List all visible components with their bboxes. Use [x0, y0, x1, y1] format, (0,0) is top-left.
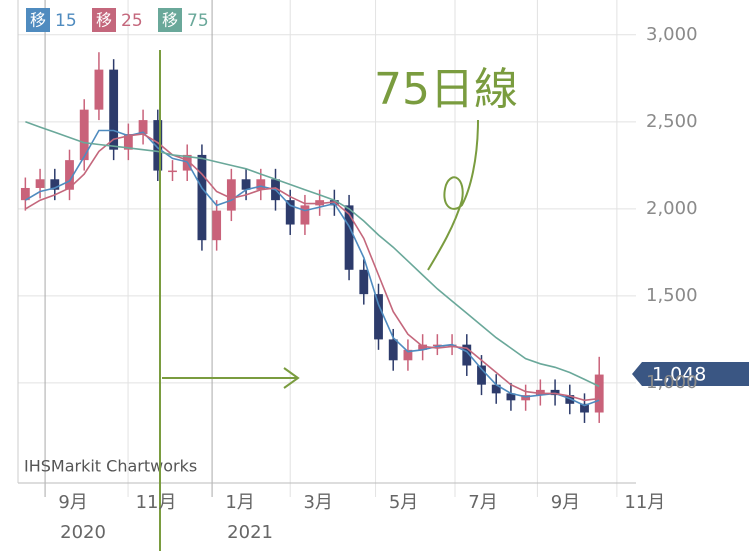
ma-line — [24, 133, 600, 402]
candle-body — [359, 269, 369, 295]
candle-body — [300, 205, 310, 225]
candle-body — [462, 344, 472, 366]
y-tick-label: 2,500 — [646, 111, 698, 132]
legend-label: 75 — [187, 11, 209, 31]
x-tick-label: 1月 — [225, 492, 254, 513]
candle-body — [403, 349, 413, 361]
candle-body — [432, 344, 442, 347]
legend-prefix: 移 — [96, 11, 112, 30]
candle-body — [123, 134, 133, 150]
candle-body — [168, 170, 177, 173]
legend-prefix: 移 — [162, 11, 178, 30]
x-tick-label: 11月 — [136, 492, 177, 513]
candle-body — [50, 179, 60, 190]
y-tick-label: 1,500 — [646, 285, 698, 306]
hand-arrowhead — [283, 367, 300, 389]
plot-area — [18, 0, 636, 483]
candle-body — [521, 395, 531, 401]
candle-body — [79, 109, 89, 161]
candle-body — [212, 210, 222, 241]
candle-body — [197, 154, 207, 241]
candle-body — [477, 365, 486, 385]
candle-body — [256, 179, 266, 190]
candle-body — [418, 344, 428, 350]
x-tick-label: 9月 — [551, 492, 580, 513]
candle-body — [65, 160, 74, 190]
ma-line — [25, 121, 600, 388]
candle-body — [491, 384, 501, 394]
legend-box — [158, 8, 182, 32]
x-tick-label: 11月 — [624, 492, 665, 513]
x-year-label: 2021 — [227, 522, 273, 543]
price-tag-label: 1,048 — [652, 364, 706, 386]
x-tick-label: 7月 — [468, 492, 497, 513]
candle-body — [241, 179, 251, 190]
legend-box — [26, 8, 50, 32]
x-tick-label: 3月 — [303, 492, 332, 513]
y-tick-label: 2,000 — [646, 198, 698, 219]
x-year-label: 2020 — [60, 522, 106, 543]
candle-body — [109, 69, 119, 150]
candle-body — [506, 393, 516, 401]
candle-body — [344, 205, 354, 270]
ma-line — [24, 129, 600, 407]
candle-body — [35, 179, 45, 188]
candle-body — [594, 374, 604, 413]
candle-body — [315, 200, 325, 206]
candle-body — [285, 200, 295, 225]
legend-label: 15 — [55, 11, 77, 31]
hand-curve — [427, 119, 479, 271]
candle-body — [226, 179, 236, 211]
x-tick-label: 5月 — [389, 492, 418, 513]
annotation: 75日線 — [374, 64, 518, 115]
x-tick-label: 9月 — [58, 492, 87, 513]
candle-body — [535, 389, 545, 396]
y-tick-label: 1,000 — [646, 372, 698, 393]
candle-body — [94, 69, 104, 110]
legend: 移 15 移 25 移 75 — [26, 8, 209, 32]
candle-body — [388, 339, 398, 361]
candle-body — [374, 294, 383, 340]
price-tag — [632, 362, 749, 386]
candle-body — [550, 389, 560, 396]
watermark: IHSMarkit Chartworks — [24, 457, 197, 476]
candle-body — [138, 120, 148, 135]
legend-label: 25 — [121, 11, 143, 31]
handwriting — [159, 50, 479, 551]
candle-body — [153, 120, 163, 171]
candle-body — [20, 187, 30, 201]
legend-prefix: 移 — [30, 11, 46, 30]
y-tick-label: 3,000 — [646, 24, 698, 45]
candle-body — [580, 403, 589, 413]
legend-box — [92, 8, 116, 32]
